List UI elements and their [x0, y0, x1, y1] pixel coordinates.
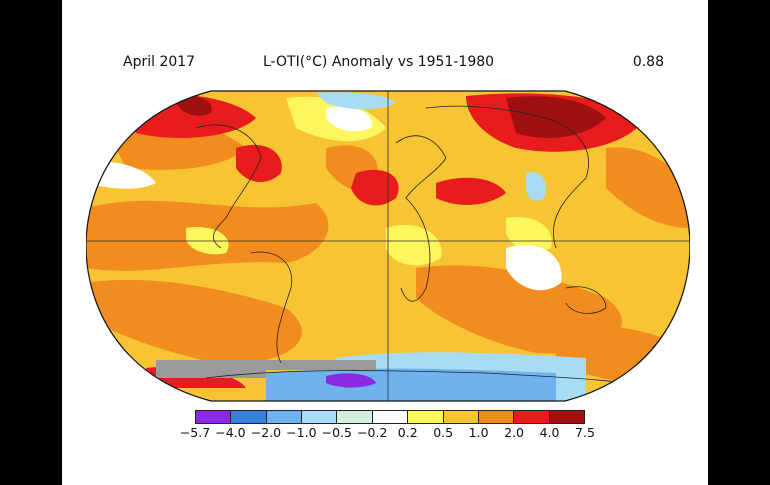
legend-tick-label: 2.0 [504, 425, 525, 440]
legend-ticks: −5.7 −4.0 −2.0 −1.0 −0.5 −0.2 0.2 0.5 1.0 2.0 4.0 7… [173, 425, 607, 443]
coastlines [195, 105, 627, 384]
legend-tick-label: −0.2 [357, 425, 388, 440]
legend-tick-label: −4.0 [215, 425, 246, 440]
legend-swatch [514, 411, 550, 423]
blue-anomaly-regions [266, 368, 556, 401]
legend-swatch [443, 411, 479, 423]
legend-swatch [549, 411, 584, 423]
legend-tick-label: −1.0 [286, 425, 317, 440]
legend-tick-label: −0.5 [321, 425, 352, 440]
no-data-region [156, 360, 376, 378]
legend-swatch [372, 411, 409, 423]
map-figure: April 2017 L-OTI(°C) Anomaly vs 1951-198… [62, 0, 708, 485]
legend-tick-label: 7.5 [575, 425, 595, 440]
purple-anomaly-regions [326, 373, 376, 388]
color-legend [195, 410, 585, 424]
legend-swatch [302, 411, 338, 423]
legend-swatch [231, 411, 267, 423]
dark-red-anomaly-regions [176, 95, 606, 138]
legend-swatch [196, 411, 232, 423]
map-date: April 2017 [123, 54, 196, 70]
legend-swatch [266, 411, 303, 423]
legend-swatch [408, 411, 444, 423]
legend-tick-label: 1.0 [468, 425, 489, 440]
legend-tick-label: −2.0 [250, 425, 282, 440]
global-mean-value: 0.88 [632, 54, 664, 70]
legend-swatch [337, 411, 373, 423]
legend-swatch [478, 411, 515, 423]
legend-tick-label: −5.7 [179, 425, 211, 440]
legend-tick-label: 0.2 [397, 425, 418, 440]
anomaly-map [86, 90, 690, 402]
legend-tick-label: 0.5 [433, 425, 454, 440]
map-border [86, 90, 690, 402]
map-title: L-OTI(°C) Anomaly vs 1951-1980 [263, 54, 495, 70]
legend-tick-label: 4.0 [539, 425, 560, 440]
neutral-anomaly-regions [86, 106, 562, 291]
